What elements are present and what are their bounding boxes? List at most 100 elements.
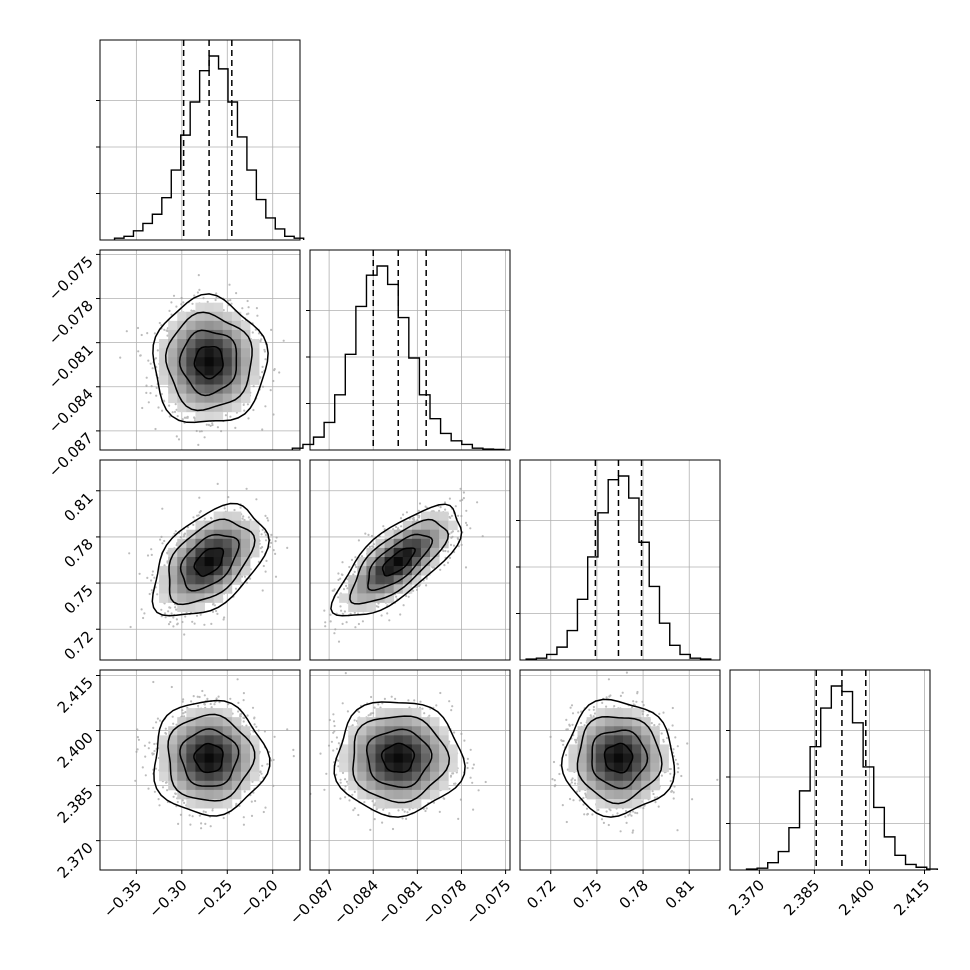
density-cell [204,744,215,754]
contour-1 [178,329,238,397]
density-cell [168,366,178,376]
contour-3 [330,503,463,617]
density-cell [348,575,358,585]
x-tick-label: −0.20 [236,876,281,921]
density-cell [420,744,431,754]
density-cell [393,753,404,764]
density-cell [384,708,395,718]
density-cell [195,575,205,585]
density-cell [177,744,187,754]
density-cell [357,780,367,791]
scatter-panel-0-1 [99,249,301,451]
contour-2 [168,518,256,606]
density-cell [439,511,449,522]
density-cell [195,329,205,340]
density-cell [613,717,624,727]
density-cell [195,320,205,331]
density-cell [375,780,385,791]
density-cell [402,584,413,594]
density-cell [186,753,196,764]
density-cell [641,771,651,782]
density-cell [595,735,606,745]
density-cell [186,735,196,745]
density-layer [134,678,295,830]
y-tick-label: 2.415 [54,674,97,717]
density-cell [204,302,215,313]
contour-0 [380,742,416,773]
density-cell [195,538,205,549]
density-cell [195,402,205,413]
density-cell [393,771,404,782]
density-cell [439,744,449,754]
density-cell [177,735,187,745]
density-cell [240,780,251,791]
density-cell [159,566,169,576]
density-cell [366,753,376,764]
x-tick-label: 2.415 [890,876,933,919]
density-cell [430,735,440,745]
density-cell [195,593,205,603]
density-cell [204,771,215,782]
density-cell [240,375,251,385]
density-cell [195,798,205,809]
density-cell [366,726,376,736]
density-cell [393,556,404,567]
density-cell [393,529,404,540]
density-cell [195,411,205,422]
density-cell [195,384,205,394]
density-cell [177,593,187,603]
density-cell [240,393,251,404]
density-cell [204,575,215,585]
density-cell [586,753,597,764]
density-cell [623,798,633,809]
density-cell [222,708,233,718]
density-cell [623,717,633,727]
density-cell [641,780,651,791]
density-cell [186,384,196,394]
density-cell [411,556,422,567]
density-cell [186,762,196,773]
density-cell [195,348,205,358]
density-cell [195,789,205,800]
density-cell [357,593,367,603]
density-cell [231,402,242,413]
density-cell [402,566,413,576]
density-cell [402,547,413,558]
density-cell [159,762,169,773]
y-tick-label: −0.081 [45,341,97,393]
density-cell [430,726,440,736]
density-cell [222,717,233,727]
contour-3 [152,293,269,424]
density-cell [222,402,233,413]
density-cell [159,348,169,358]
density-cell [177,357,187,367]
density-cell [186,744,196,754]
density-cell [595,726,606,736]
density-cell [195,753,205,764]
density-cell [366,717,376,727]
density-cell [568,753,578,764]
density-cell [357,726,367,736]
density-cell [357,789,367,800]
density-cell [231,375,242,385]
density-cell [204,348,215,358]
density-cell [366,762,376,773]
contour-0 [193,547,225,577]
density-cell [186,339,196,349]
density-cell [168,329,178,340]
density-cell [240,726,251,736]
density-cell [231,339,242,349]
density-cell [159,744,169,754]
density-cell [430,547,440,558]
y-tick-label: 2.370 [54,839,97,882]
density-cell [430,762,440,773]
density-cell [375,753,385,764]
density-cell [577,753,588,764]
density-cell [375,575,385,585]
density-cell [222,520,233,531]
density-cell [339,753,349,764]
density-cell [348,735,358,745]
density-cell [213,402,224,413]
density-cell [222,789,233,800]
density-cell [231,744,242,754]
